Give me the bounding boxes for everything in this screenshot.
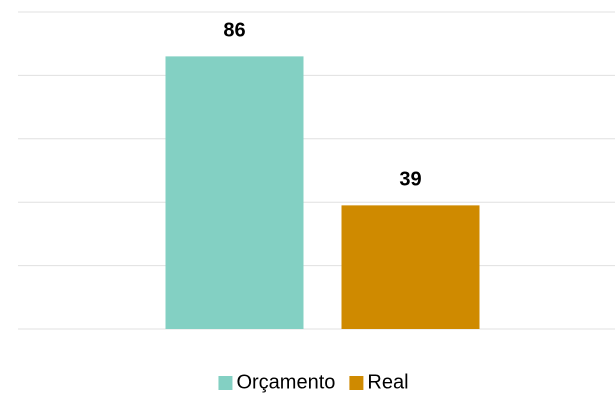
legend-swatch <box>218 376 233 390</box>
legend-label: Orçamento <box>236 371 335 393</box>
legend-label: Real <box>367 371 408 393</box>
bar <box>165 56 304 329</box>
legend-swatch <box>349 376 364 390</box>
data-label: 39 <box>399 169 421 191</box>
data-label: 86 <box>223 20 245 42</box>
bar <box>341 205 480 329</box>
